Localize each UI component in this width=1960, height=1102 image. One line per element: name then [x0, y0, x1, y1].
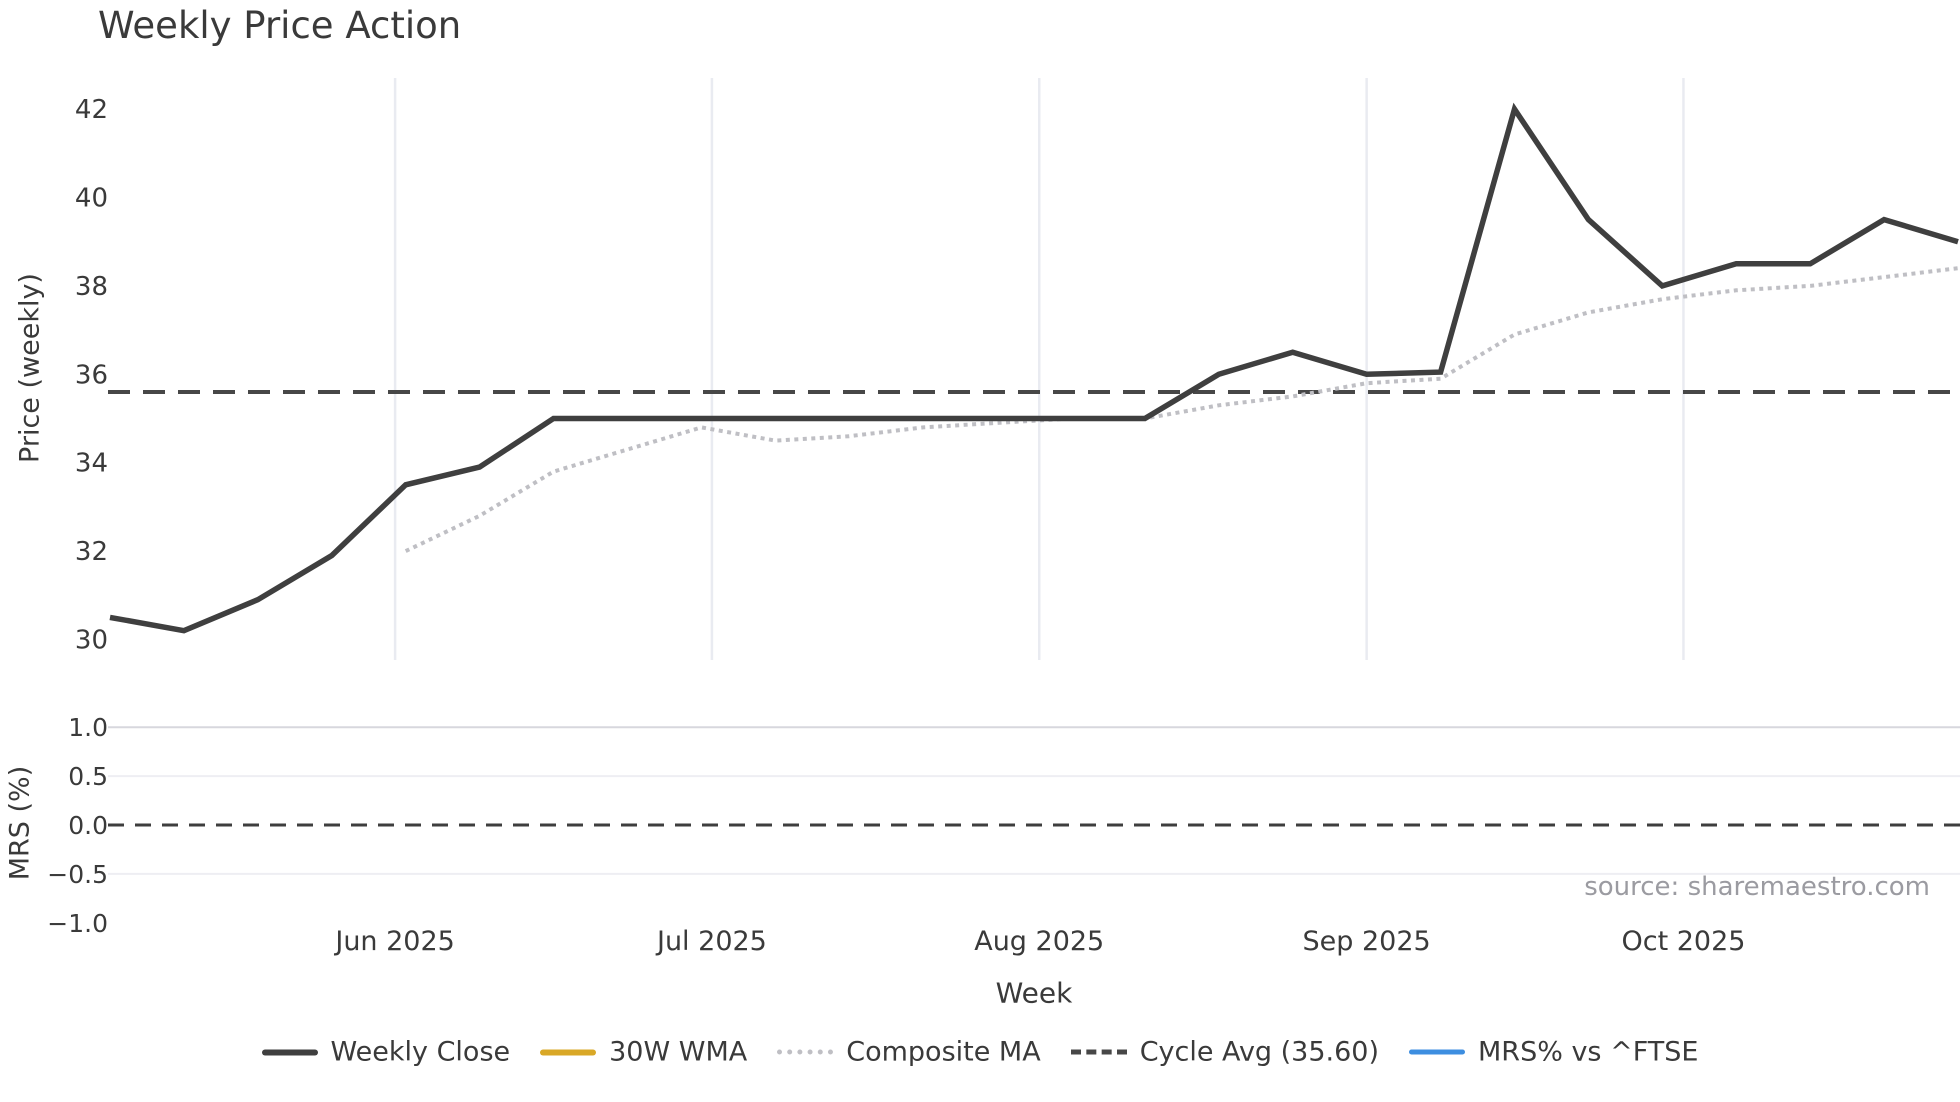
- mrs-tick-−0.5: −0.5: [47, 860, 108, 889]
- mrs-tick-0.5: 0.5: [68, 762, 108, 791]
- mrs-tick-0.0: 0.0: [68, 811, 108, 840]
- legend-label: Composite MA: [846, 1036, 1041, 1068]
- weekly-close-swatch-icon: [261, 1049, 318, 1055]
- price-tick-42: 42: [75, 95, 108, 125]
- legend-label: 30W WMA: [609, 1036, 748, 1068]
- source-note: source: sharemaestro.com: [1584, 872, 1930, 902]
- month-tick-label-jun-2025: Jun 2025: [333, 926, 454, 957]
- month-tick-label-oct-2025: Oct 2025: [1621, 926, 1745, 957]
- legend: Weekly Close 30W WMA Composite MA Cycle …: [0, 1037, 1960, 1068]
- legend-label: Weekly Close: [330, 1036, 511, 1068]
- month-tick-label-sep-2025: Sep 2025: [1303, 926, 1431, 957]
- price-tick-40: 40: [75, 184, 108, 214]
- legend-item-cycle-avg: Cycle Avg (35.60): [1070, 1036, 1380, 1068]
- mrs-tick-1.0: 1.0: [68, 713, 108, 742]
- chart-title: Weekly Price Action: [98, 4, 462, 47]
- mrs-y-axis-label: MRS (%): [4, 765, 36, 881]
- month-tick-label-aug-2025: Aug 2025: [974, 926, 1104, 957]
- price-tick-36: 36: [75, 360, 108, 390]
- price-tick-34: 34: [75, 449, 108, 479]
- legend-item-composite-ma: Composite MA: [777, 1036, 1041, 1068]
- weekly-close-line: [109, 102, 1959, 634]
- legend-label: MRS% vs ^FTSE: [1478, 1036, 1699, 1068]
- cycle-avg-swatch-icon: [1070, 1049, 1127, 1055]
- x-axis-label: Week: [995, 976, 1073, 1010]
- legend-item-30w-wma: 30W WMA: [540, 1037, 747, 1068]
- price-y-axis-label: Price (weekly): [14, 273, 46, 463]
- mrs-tick-−1.0: −1.0: [47, 909, 108, 938]
- legend-item-mrs: MRS% vs ^FTSE: [1409, 1037, 1698, 1068]
- price-tick-30: 30: [75, 626, 108, 656]
- composite-ma-swatch-icon: [777, 1049, 834, 1055]
- composite-ma-line: [404, 266, 1959, 553]
- price-tick-32: 32: [75, 537, 108, 567]
- legend-item-weekly-close: Weekly Close: [261, 1036, 511, 1068]
- month-tick-label-jul-2025: Jul 2025: [655, 926, 767, 957]
- mrs-swatch-icon: [1409, 1049, 1466, 1055]
- legend-label: Cycle Avg (35.60): [1139, 1036, 1380, 1068]
- wma-swatch-icon: [540, 1049, 597, 1055]
- price-tick-38: 38: [75, 272, 108, 302]
